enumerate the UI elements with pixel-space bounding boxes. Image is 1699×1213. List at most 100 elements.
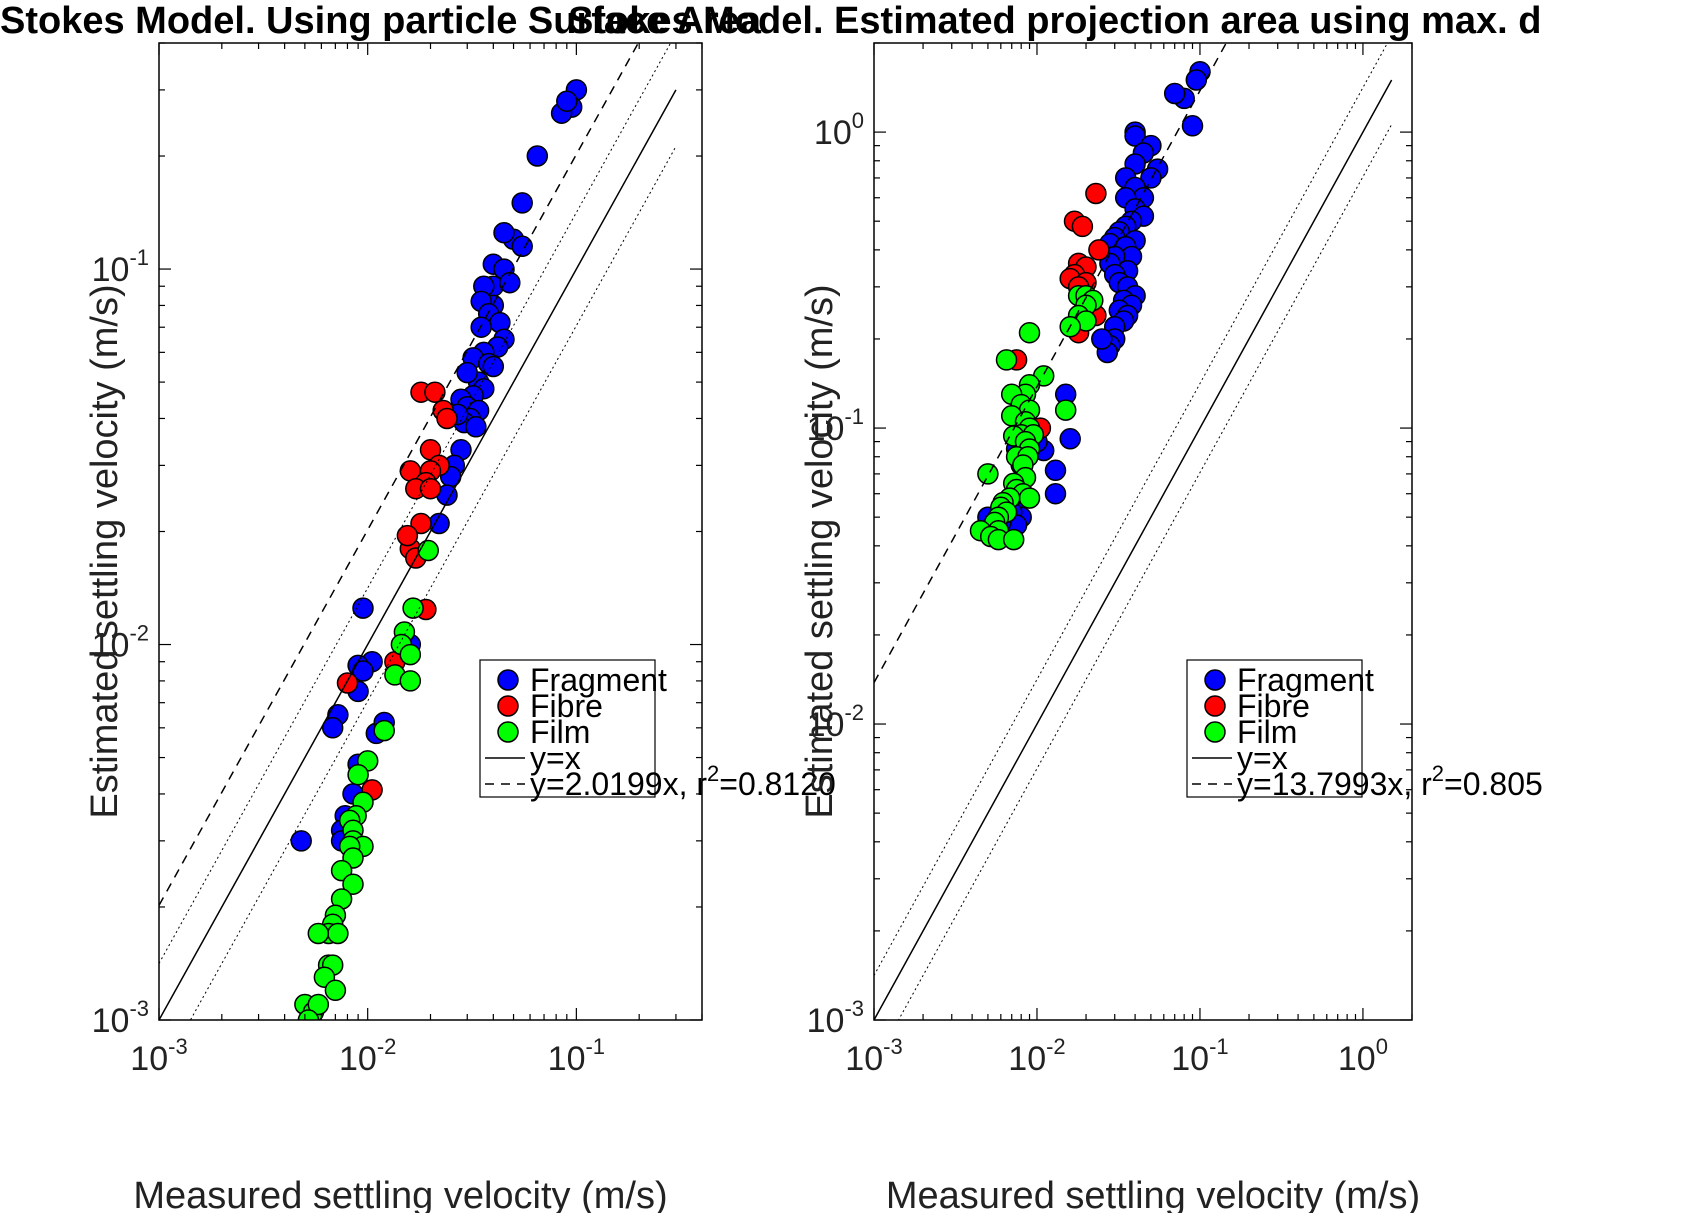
right-panel-fragment-point — [1181, 115, 1204, 137]
left-panel-film-point — [402, 597, 424, 619]
right-panel-fragment-point — [1124, 125, 1146, 147]
right-panel-fibre-point — [1088, 239, 1110, 261]
right-panel-refline-dotted-2 — [897, 124, 1393, 1020]
left-panel-refline-solid-0 — [159, 89, 677, 1020]
left-panel-y-tick-label: 10-3 — [92, 996, 149, 1040]
right-panel-legend-fibre-marker — [1204, 695, 1226, 717]
left-panel-x-tick-label: 10-2 — [339, 1034, 396, 1078]
right-panel-film-point — [995, 349, 1018, 371]
right-panel-fragment-point — [1140, 167, 1162, 189]
left-panel-legend-line-label: y=x — [530, 740, 581, 776]
right-panel-legend-fragment-marker — [1204, 669, 1226, 691]
left-panel-title: Stokes Model. Using particle Surface Are… — [0, 0, 762, 42]
right-panel-legend-film-marker — [1204, 721, 1226, 743]
right-panel-axes-frame — [873, 42, 1413, 1021]
left-panel-fragment-point — [526, 145, 549, 167]
right-panel-fibre-point — [1085, 182, 1107, 205]
left-panel-legend-fragment-marker — [497, 669, 519, 691]
left-panel-fragment-point — [511, 192, 533, 214]
left-panel-film-point — [373, 719, 395, 742]
left-panel-film-point — [324, 979, 347, 1002]
left-panel-legend-film-marker — [497, 721, 519, 743]
right-panel-refline-dashed-3 — [874, 43, 1228, 684]
right-panel-y-tick-label: 10-2 — [807, 700, 864, 744]
left-panel-legend-fragment-label: Fragment — [530, 662, 667, 698]
right-panel-y-tick-label: 10-3 — [807, 996, 864, 1040]
left-panel-reference-lines — [159, 43, 677, 1020]
right-panel-fragment-point — [1059, 428, 1081, 450]
right-panel-refline-solid-0 — [874, 79, 1393, 1020]
right-panel-markers — [969, 60, 1211, 551]
right-panel-legend-fibre-label: Fibre — [1237, 688, 1310, 724]
left-panel-refline-dotted-1 — [159, 43, 672, 964]
right-panel-x-tick-label: 10-2 — [1008, 1034, 1065, 1078]
left-panel-fragment-point — [511, 235, 533, 258]
left-panel-fragment-point — [456, 361, 478, 384]
left-panel-fibre-point — [424, 381, 446, 403]
right-panel-legend-line-label: y=13.7993x, r2=0.805 — [1237, 761, 1543, 802]
left-panel-x-axis-label: Measured settling velocity (m/s) — [133, 1175, 667, 1213]
left-panel-legend-fibre-marker — [497, 695, 519, 717]
right-panel-x-tick-label: 100 — [1338, 1034, 1388, 1078]
left-panel-fibre-point — [436, 407, 458, 430]
left-panel-fragment-point — [556, 90, 578, 112]
left-panel-fragment-point — [352, 597, 374, 619]
left-panel-fibre-point — [410, 512, 432, 535]
right-panel-y-tick-label: 10-1 — [807, 404, 864, 448]
right-panel-reference-lines — [874, 43, 1393, 1020]
right-panel-y-tick-label: 100 — [814, 108, 864, 152]
right-panel-x-axis-label: Measured settling velocity (m/s) — [886, 1175, 1420, 1213]
right-panel-fragment-point — [1091, 328, 1113, 350]
left-panel-fragment-point — [465, 416, 487, 438]
left-panel-legend-fibre-label: Fibre — [530, 688, 603, 724]
left-panel-film-point — [307, 922, 330, 945]
right-panel-legend-fragment-label: Fragment — [1237, 662, 1374, 698]
left-panel-x-tick-label: 10-1 — [548, 1034, 605, 1078]
right-panel-film-point — [977, 463, 999, 485]
left-panel-fragment-point — [470, 316, 492, 338]
left-panel-film-point — [399, 643, 422, 666]
left-panel-fragment-point — [290, 830, 312, 852]
left-panel-fibre-point — [419, 477, 442, 500]
left-panel-fragment-point — [321, 717, 344, 739]
right-panel-refline-dotted-1 — [874, 43, 1389, 976]
right-panel-film-point — [1054, 399, 1077, 421]
right-panel: 10-3 10-2 10-1 100 10-3 10-2 10-1 100 FragmentF… — [799, 42, 1543, 1213]
right-panel-film-point — [1002, 528, 1025, 551]
right-panel-fragment-point — [1163, 82, 1186, 105]
right-panel-y-axis-label: Estimated settling velocity (m/s) — [799, 284, 841, 818]
left-panel-x-tick-label: 10-3 — [130, 1034, 187, 1078]
right-panel-ticks: 10-3 10-2 10-1 100 10-3 10-2 10-1 100 — [807, 42, 1413, 1078]
left-panel-fragment-point — [493, 221, 515, 244]
left-panel-film-point — [417, 539, 439, 562]
right-panel-x-tick-label: 10-3 — [845, 1034, 902, 1078]
left-panel-ticks: 10-3 10-2 10-1 10-3 10-2 10-1 — [92, 42, 703, 1078]
left-panel-y-axis-label: Estimated settling velocity (m/s) — [84, 284, 126, 818]
right-panel-fragment-point — [1044, 482, 1067, 505]
left-panel-fragment-point — [482, 355, 505, 378]
left-panel-film-point — [307, 993, 330, 1016]
left-panel-y-tick-label: 10-2 — [92, 621, 149, 665]
left-panel-fibre-point — [336, 672, 359, 694]
left-panel-film-point — [342, 873, 364, 895]
right-panel-title: Stokes Model. Estimated projection area … — [568, 0, 1541, 42]
right-panel-fibre-point — [1071, 215, 1094, 238]
right-panel-x-tick-label: 10-1 — [1171, 1034, 1228, 1078]
left-panel-markers — [290, 79, 588, 1020]
left-panel-legend-film-label: Film — [530, 714, 590, 750]
left-panel-film-point — [297, 1009, 320, 1020]
left-panel: 10-3 10-2 10-1 10-3 10-2 10-1 FragmentFibreFi… — [84, 42, 836, 1213]
left-panel-film-point — [347, 763, 369, 786]
right-panel-film-point — [1018, 487, 1041, 509]
left-panel-film-point — [399, 670, 422, 692]
left-panel-refline-dashed-3 — [159, 43, 640, 906]
left-panel-legend-line-label: y=2.0199x, r2=0.8120 — [530, 761, 836, 802]
right-panel-film-point — [1018, 321, 1041, 344]
right-panel-legend-line-label: y=x — [1237, 740, 1288, 776]
left-panel-y-tick-label: 10-1 — [92, 245, 149, 289]
left-panel-fibre-point — [396, 524, 419, 547]
